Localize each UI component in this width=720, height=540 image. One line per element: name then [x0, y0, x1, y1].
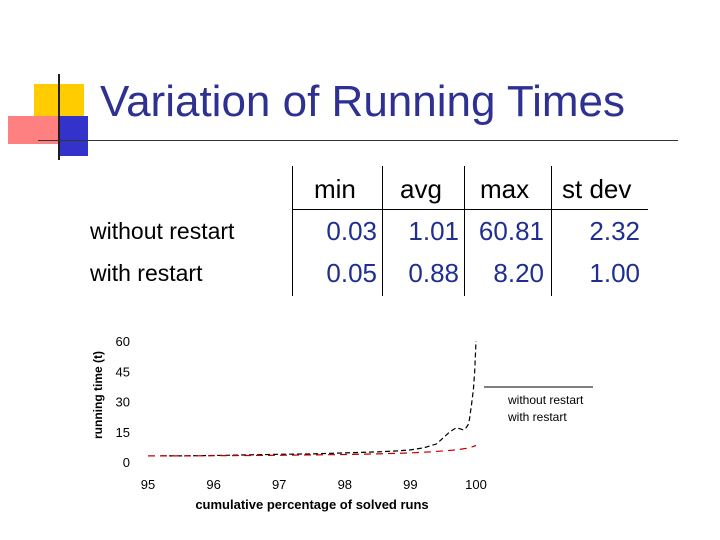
table-header-min: min: [314, 174, 356, 204]
x-tick-label: 95: [141, 477, 155, 492]
series-line-with-restart: [148, 444, 477, 457]
x-tick-label: 99: [403, 477, 417, 492]
table-cell-without-stdev: 2.32: [589, 216, 640, 246]
table-header-avg: avg: [400, 174, 442, 204]
title-underline: [38, 140, 678, 141]
table-divider-vertical-4: [551, 166, 552, 296]
title-decoration-pink-bar: [8, 116, 58, 144]
legend-item-label: with restart: [507, 410, 567, 424]
x-tick-label: 96: [206, 477, 220, 492]
table-divider-vertical-1: [292, 166, 293, 296]
x-tick-label: 100: [465, 477, 487, 492]
table-cell-without-max: 60.81: [478, 216, 544, 246]
table-header-max: max: [480, 174, 530, 204]
table-divider-vertical-3: [464, 166, 465, 296]
x-tick-label: 97: [272, 477, 286, 492]
slide-title: Variation of Running Times: [100, 77, 626, 126]
table-cell-with-max: 8.20: [493, 258, 544, 288]
table-cell-without-avg: 1.01: [408, 216, 459, 246]
x-axis-label: cumulative percentage of solved runs: [195, 497, 428, 512]
table-divider-vertical-2: [382, 166, 383, 296]
series-line-without-restart: [161, 340, 477, 457]
y-tick-label: 45: [116, 364, 130, 379]
table-row-label-without-restart: without restart: [90, 218, 235, 244]
x-tick-label: 98: [338, 477, 352, 492]
table-cell-with-min: 0.05: [326, 258, 377, 288]
y-axis-label: running time (t): [91, 351, 105, 439]
table-cell-with-avg: 0.88: [408, 258, 459, 288]
table-header-st-dev: st dev: [562, 174, 632, 204]
table-cell-with-stdev: 1.00: [589, 258, 640, 288]
y-tick-label: 0: [123, 455, 130, 470]
table-cell-without-min: 0.03: [326, 216, 377, 246]
table-header-rule: [292, 209, 648, 210]
legend-item-label: without restart: [507, 393, 584, 407]
y-tick-label: 60: [116, 334, 130, 349]
y-tick-label: 15: [116, 425, 130, 440]
title-decoration-vertical-line: [58, 74, 60, 160]
table-row-label-with-restart: with restart: [90, 260, 203, 286]
chart-legend: without restart with restart: [484, 386, 593, 424]
title-decoration-blue-bar: [60, 116, 88, 156]
y-tick-label: 30: [116, 395, 130, 410]
